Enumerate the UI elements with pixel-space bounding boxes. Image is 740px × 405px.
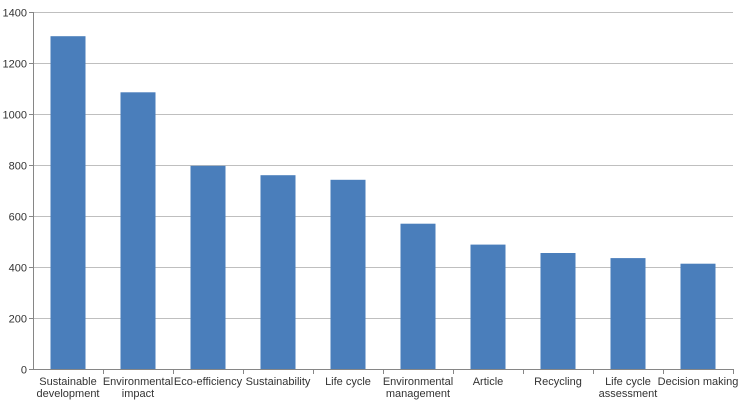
x-category-label-line: Sustainability [246,376,311,388]
x-category-label: Article [473,376,504,388]
x-category-label: Environmental management [383,376,453,400]
x-category-label-line: Eco-efficiency [174,376,243,388]
y-tick-label: 200 [9,314,27,326]
x-category-label: Life cycle assessment [599,376,658,400]
y-tick-label: 1000 [3,110,27,122]
x-category-label: Environmental impact [103,376,173,400]
x-category-label-line: Recycling [534,376,582,388]
x-category-label: Sustainability [246,376,311,388]
x-category-label-line: Decision making [658,376,739,388]
x-category-label-line: assessment [599,388,658,400]
x-category-label-line: Article [473,376,504,388]
y-tick-label: 600 [9,212,27,224]
bar [470,244,506,369]
bar [680,263,716,369]
y-tick-label: 800 [9,161,27,173]
x-category-label: Eco-efficiency [174,376,243,388]
x-category-label: Sustainable development [37,376,100,400]
bar [190,165,226,369]
bars [50,36,716,370]
x-category-label-line: Life cycle [605,376,651,388]
bar [50,36,86,369]
x-category-label-line: Sustainable [39,376,97,388]
x-category-label: Recycling [534,376,582,388]
y-tick-label: 1200 [3,59,27,71]
bar [120,92,156,370]
y-tick-label: 400 [9,263,27,275]
bar [260,175,296,369]
axes [29,12,734,374]
bar [610,258,646,369]
y-tick-labels: 0 200 400 600 800 1000 1200 1400 [3,8,27,377]
x-category-label-line: Life cycle [325,376,371,388]
x-category-label-line: development [37,388,100,400]
x-category-label-line: Environmental [383,376,453,388]
bar [330,179,366,369]
bar [540,253,576,369]
x-category-label: Decision making [658,376,739,388]
x-category-label: Life cycle [325,376,371,388]
y-tick-label: 1400 [3,8,27,20]
bar [400,223,436,369]
x-category-label-line: Environmental [103,376,173,388]
x-category-label-line: management [386,388,450,400]
x-category-label-line: impact [122,388,154,400]
y-tick-label: 0 [21,365,27,377]
